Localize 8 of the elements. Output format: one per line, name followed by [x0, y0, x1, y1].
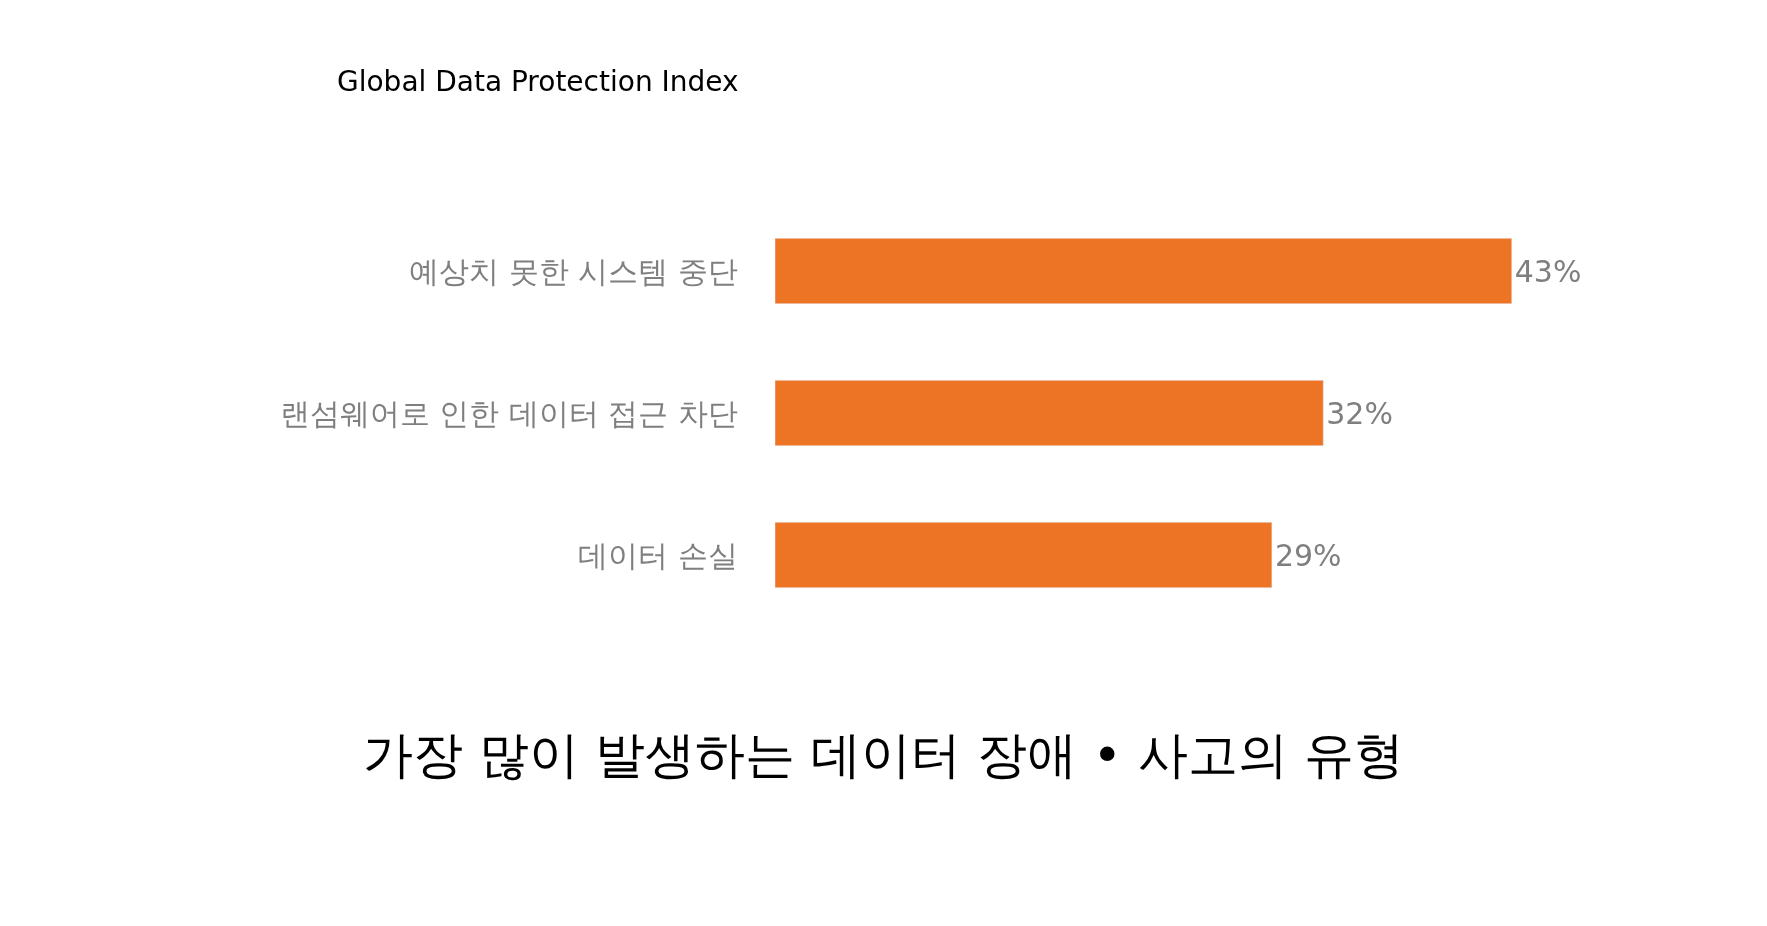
y-tick-label: 랜섬웨어로 인한 데이터 접근 차단 — [279, 395, 738, 431]
text: Global Data Protection Index — [337, 65, 739, 98]
text: 가장 많이 발생하는 데이터 장애 • 사고의 유형 — [363, 726, 1404, 785]
y-tick-label: 데이터 손실 — [578, 537, 738, 573]
data-label: 29% — [1274, 537, 1342, 573]
data-label: 43% — [1514, 253, 1582, 289]
y-tick-label: 예상치 못한 시스템 중단 — [409, 253, 738, 289]
data-label: 32% — [1326, 395, 1393, 431]
